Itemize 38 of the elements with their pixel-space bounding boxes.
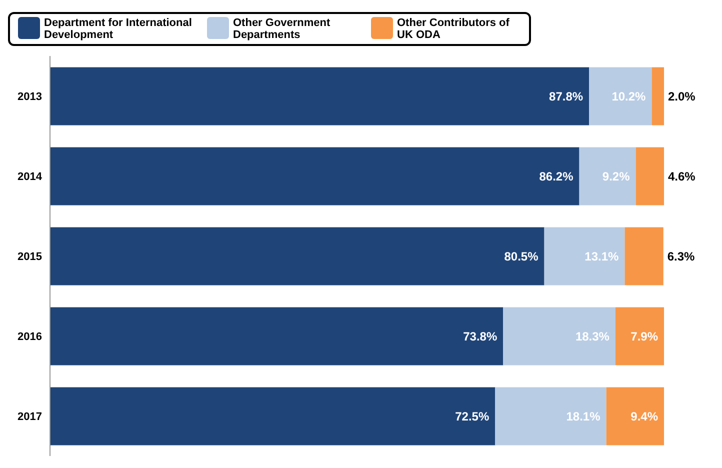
data-label: 4.6%	[668, 169, 696, 184]
bar	[50, 227, 544, 286]
bar	[495, 387, 606, 446]
data-label: 6.3%	[667, 249, 696, 264]
data-label: 87.8%	[549, 89, 584, 104]
data-label: 9.4%	[630, 409, 658, 424]
y-tick-label: 2015	[18, 250, 42, 263]
data-label: 18.3%	[575, 329, 610, 344]
bar	[503, 307, 616, 366]
bar	[624, 227, 664, 286]
bar	[50, 387, 496, 446]
bar	[50, 67, 590, 126]
data-label: 73.8%	[463, 329, 498, 344]
legend-label: Other Government Departments	[233, 17, 332, 41]
data-label: 18.1%	[566, 409, 601, 424]
bar	[615, 307, 664, 366]
bar	[589, 67, 652, 126]
bar	[50, 147, 580, 206]
data-label: 86.2%	[539, 169, 574, 184]
y-tick-label: 2013	[18, 90, 42, 103]
data-label: 2.0%	[668, 89, 696, 104]
bar	[636, 147, 664, 206]
y-tick-label: 2014	[18, 170, 43, 183]
legend-label: Other Contributors of UK ODA	[397, 17, 510, 41]
bar	[544, 227, 625, 286]
y-tick-label: 2016	[18, 330, 42, 343]
data-label: 80.5%	[504, 249, 539, 264]
legend-label: Department for International Development	[44, 17, 193, 41]
bar	[50, 307, 504, 366]
data-label: 7.9%	[630, 329, 658, 344]
data-label: 13.1%	[584, 249, 620, 264]
bar	[579, 147, 636, 206]
y-tick-label: 2017	[18, 410, 42, 423]
data-label: 10.2%	[612, 89, 646, 104]
bar	[652, 67, 664, 126]
data-label: 72.5%	[455, 409, 490, 424]
bar	[606, 387, 664, 446]
data-label: 9.2%	[602, 169, 630, 184]
